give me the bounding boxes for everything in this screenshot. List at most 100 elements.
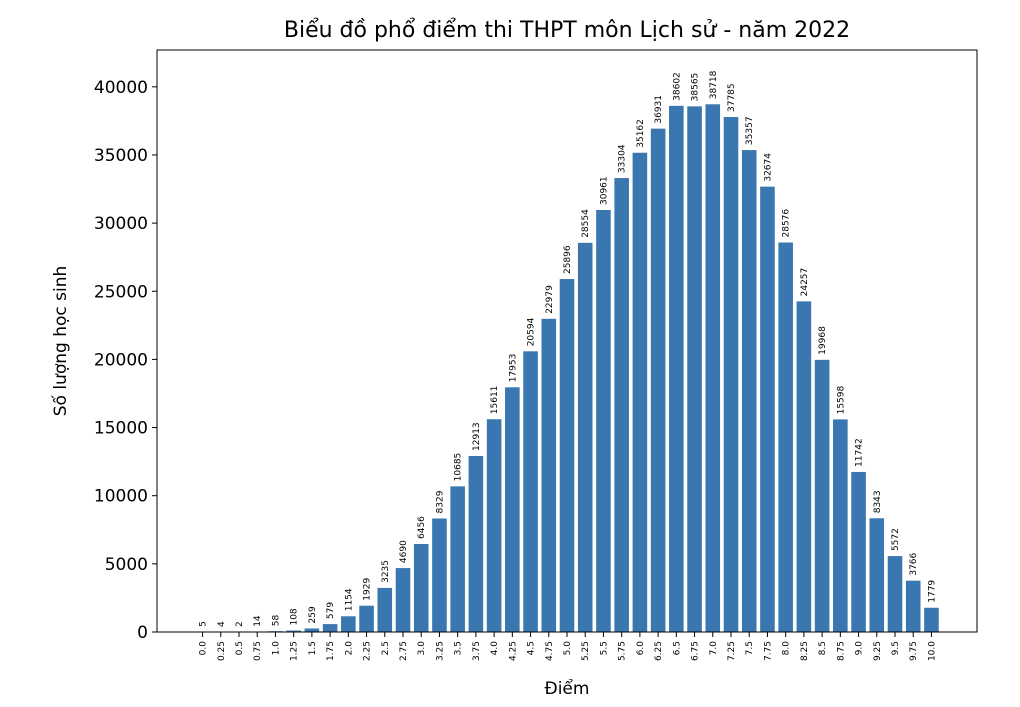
x-tick-label: 5.5 [599, 641, 609, 655]
x-tick-label: 9.75 [909, 641, 919, 661]
bar [577, 242, 593, 633]
value-label: 1779 [927, 580, 937, 603]
value-label: 19968 [818, 326, 828, 355]
bar [814, 359, 830, 632]
x-tick-label: 4.25 [508, 641, 518, 661]
value-label: 33304 [618, 144, 628, 173]
value-label: 4 [217, 621, 227, 627]
bar [432, 518, 447, 632]
x-tick-label: 0.25 [217, 641, 227, 661]
value-label: 24257 [800, 268, 810, 297]
chart-title: Biểu đồ phổ điểm thi THPT môn Lịch sử - … [284, 18, 850, 43]
x-tick-label: 3.75 [472, 641, 482, 661]
bar [523, 351, 538, 632]
x-tick-label: 0.0 [199, 641, 209, 656]
x-tick-label: 9.0 [855, 641, 865, 656]
bar [468, 455, 484, 632]
bar [596, 210, 611, 632]
bar [632, 152, 648, 632]
x-tick-label: 8.5 [818, 641, 828, 655]
value-label: 37785 [727, 83, 737, 112]
x-tick-label: 4.0 [490, 641, 500, 656]
value-label: 38602 [672, 72, 682, 101]
value-label: 3235 [381, 560, 391, 583]
bar [377, 587, 393, 632]
x-tick-label: 0.75 [253, 641, 263, 661]
bar [413, 544, 429, 632]
bar [614, 178, 629, 632]
value-label: 2 [235, 621, 245, 627]
bar [322, 624, 338, 632]
x-tick-label: 3.0 [417, 641, 427, 656]
bar [905, 580, 921, 632]
value-label: 259 [308, 606, 318, 623]
y-tick-label: 40000 [94, 78, 148, 98]
x-tick-label: 4.75 [545, 641, 555, 661]
value-label: 35357 [745, 116, 755, 145]
value-label: 6456 [417, 516, 427, 539]
bar [796, 301, 812, 632]
x-tick-label: 8.25 [800, 641, 810, 661]
value-label: 1154 [344, 588, 354, 611]
bar [887, 556, 903, 632]
x-tick-label: 3.25 [435, 641, 445, 661]
value-label: 25896 [563, 245, 573, 274]
x-tick-label: 10.0 [927, 641, 937, 661]
x-tick-label: 6.75 [691, 641, 701, 661]
bar [650, 128, 666, 632]
value-label: 38565 [691, 73, 701, 102]
bar [486, 419, 502, 632]
bar [341, 616, 356, 632]
bar [359, 605, 374, 632]
x-tick-label: 9.5 [891, 641, 901, 655]
value-label: 11742 [855, 438, 865, 467]
x-tick-label: 5.25 [581, 641, 591, 661]
value-label: 4690 [399, 540, 409, 563]
value-label: 1929 [363, 578, 373, 601]
bar [760, 186, 775, 632]
value-label: 20594 [527, 317, 537, 346]
bar [505, 387, 520, 632]
x-tick-label: 2.25 [363, 641, 373, 661]
bar [669, 105, 684, 632]
bar [741, 150, 757, 633]
bar [778, 242, 793, 632]
bar [705, 104, 721, 633]
value-label: 15611 [490, 386, 500, 415]
y-tick-label: 35000 [94, 146, 148, 166]
bar [833, 419, 848, 632]
x-tick-label: 1.25 [290, 641, 300, 661]
x-tick-label: 3.5 [454, 641, 464, 655]
x-tick-label: 1.5 [308, 641, 318, 655]
value-label: 108 [290, 608, 300, 625]
y-tick-label: 0 [137, 623, 148, 643]
x-tick-label: 5.75 [618, 641, 628, 661]
x-tick-label: 7.5 [745, 641, 755, 655]
bar [541, 318, 557, 632]
value-label: 38718 [709, 70, 719, 99]
value-label: 8343 [873, 490, 883, 513]
value-label: 15598 [836, 385, 846, 414]
value-label: 36931 [654, 95, 664, 124]
y-tick-label: 15000 [94, 419, 148, 439]
x-tick-label: 7.0 [709, 641, 719, 656]
value-label: 3766 [909, 552, 919, 575]
x-tick-label: 4.5 [527, 641, 537, 655]
y-tick-label: 10000 [94, 487, 148, 507]
value-label: 32674 [763, 153, 773, 182]
x-tick-label: 8.75 [836, 641, 846, 661]
bar [286, 630, 301, 632]
value-label: 579 [326, 602, 336, 619]
value-label: 30961 [599, 176, 609, 205]
value-label: 5 [199, 621, 209, 627]
x-axis-label: Điểm [545, 678, 590, 699]
x-tick-label: 8.0 [782, 641, 792, 656]
value-label: 5572 [891, 528, 901, 551]
y-tick-label: 30000 [94, 214, 148, 234]
x-tick-label: 6.0 [636, 641, 646, 656]
value-label: 28554 [581, 209, 591, 238]
x-tick-label: 2.5 [381, 641, 391, 655]
value-label: 17953 [508, 354, 518, 383]
x-tick-label: 6.25 [654, 641, 664, 661]
x-tick-label: 0.5 [235, 641, 245, 655]
